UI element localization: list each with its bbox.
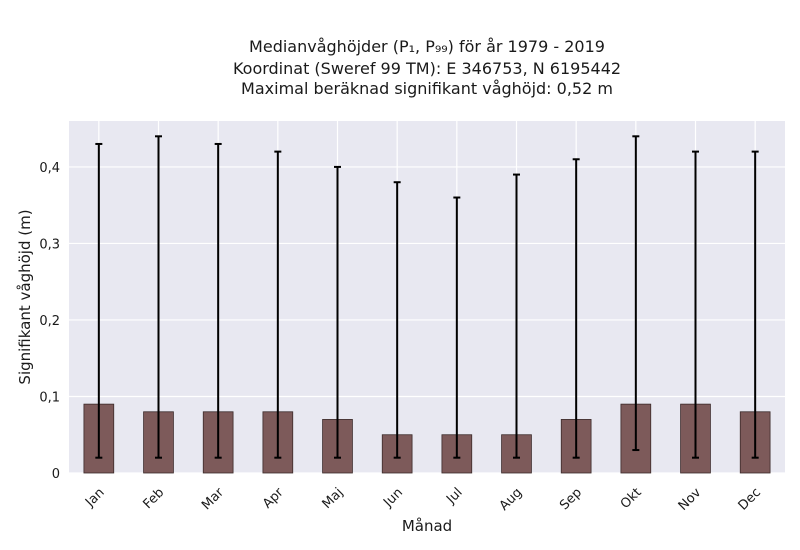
title-line-3: Maximal beräknad signifikant våghöjd: 0,… [241,79,613,98]
error-bars [95,135,759,459]
x-tick-label-jun: Jun [380,485,406,511]
y-axis-label: Signifikant våghöjd (m) [16,209,34,384]
error-bar-maj [334,165,341,459]
error-bar-jan [95,142,103,459]
x-tick-label-jul: Jul [443,485,465,507]
chart-title: Medianvåghöjder (P₁, P₉₉) för år 1979 - … [233,37,621,98]
error-bar-nov [692,150,699,459]
x-tick-label-dec: Dec [736,485,764,513]
x-tick-label-mar: Mar [199,485,227,513]
x-tick-label-jan: Jan [82,485,107,510]
x-tick-label-aug: Aug [497,485,526,514]
error-bar-mar [214,142,222,459]
y-tick-label: 0 [52,467,60,482]
title-line-1: Medianvåghöjder (P₁, P₉₉) för år 1979 - … [249,37,605,56]
y-tick-label: 0,1 [39,390,60,405]
error-bar-sep [572,158,580,459]
error-bar-okt [632,135,640,452]
x-tick-label-okt: Okt [618,485,645,512]
y-tick-label: 0,4 [39,161,60,176]
error-bar-feb [155,135,162,459]
x-tick-label-maj: Maj [320,485,347,512]
error-bar-jun [393,181,401,459]
y-tick-label: 0,2 [39,314,60,329]
x-tick-label-apr: Apr [260,485,287,512]
plot-area [69,121,785,473]
error-bar-jul [453,196,461,459]
error-bar-dec [751,150,759,459]
x-axis-ticks: Jan Feb Mar Apr Maj Jun Jul Aug Sep Okt Nov Dec [82,485,764,514]
y-tick-label: 0,3 [39,237,60,252]
x-tick-label-sep: Sep [557,485,585,513]
error-bar-aug [513,173,520,459]
error-bar-apr [274,150,282,459]
x-axis-label: Månad [402,517,452,535]
x-tick-label-feb: Feb [140,485,167,512]
x-tick-label-nov: Nov [676,485,705,514]
title-line-2: Koordinat (Sweref 99 TM): E 346753, N 61… [233,59,621,78]
y-axis-ticks: 0 0,1 0,2 0,3 0,4 [39,161,60,482]
